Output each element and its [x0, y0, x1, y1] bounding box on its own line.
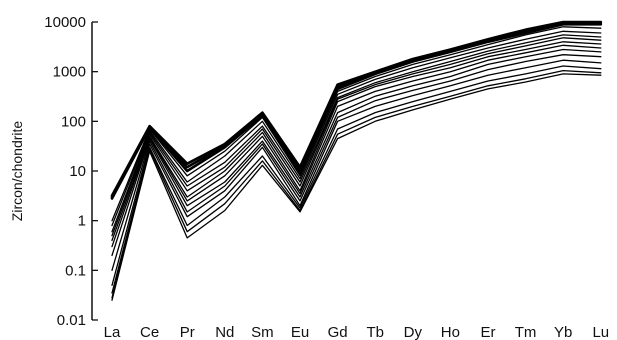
y-tick-label: 0.1 [65, 262, 86, 279]
series-line-5 [111, 30, 602, 227]
series-line-13 [111, 65, 602, 294]
series-line-12 [111, 59, 602, 286]
series-line-8 [111, 41, 602, 242]
x-tick-label-pr: Pr [180, 324, 195, 340]
y-tick-label: 0.01 [57, 312, 86, 329]
x-tick-label-tb: Tb [366, 324, 384, 340]
series-line-14 [111, 69, 602, 299]
x-tick-label-lu: Lu [592, 324, 609, 340]
y-tick-label: 100 [61, 113, 86, 130]
x-tick-label-eu: Eu [291, 324, 309, 340]
x-tick-label-er: Er [481, 324, 496, 340]
series-line-7 [111, 37, 602, 237]
series-line-10 [111, 48, 602, 257]
y-tick-label: 1 [78, 213, 86, 230]
x-tick-label-dy: Dy [404, 324, 423, 340]
x-tick-label-sm: Sm [251, 324, 274, 340]
x-tick-label-ce: Ce [140, 324, 159, 340]
y-axis-ticks: 0.01 0.1 1 10 100 1000 10000 [44, 14, 98, 329]
y-tick-label: 10 [69, 163, 86, 180]
x-tick-label-yb: Yb [554, 324, 572, 340]
x-axis-ticks: La Ce Pr Nd Sm Eu Gd Tb Dy Ho Er Tm Yb Lu [104, 324, 609, 340]
x-tick-label-gd: Gd [328, 324, 348, 340]
x-tick-label-tm: Tm [515, 324, 537, 340]
x-tick-label-la: La [104, 324, 121, 340]
series-line-1 [110, 20, 603, 197]
series-line-15 [111, 73, 602, 301]
series-line-9 [111, 44, 602, 248]
series-line-4 [111, 26, 602, 222]
y-tick-label: 10000 [44, 14, 86, 31]
series-line-3 [110, 23, 603, 200]
x-tick-label-nd: Nd [215, 324, 234, 340]
series-group [110, 20, 603, 301]
series-line-2 [110, 21, 603, 199]
x-tick-label-ho: Ho [441, 324, 460, 340]
y-axis-title: Zircon/chondrite [9, 121, 25, 222]
series-line-6 [111, 34, 602, 233]
y-tick-label: 1000 [53, 64, 86, 81]
series-line-11 [111, 54, 602, 271]
